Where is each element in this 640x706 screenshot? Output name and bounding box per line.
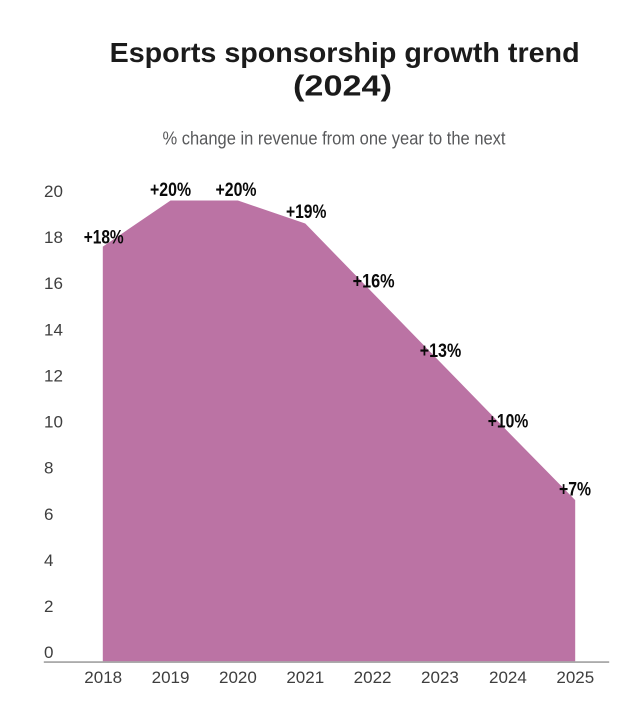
svg-text:2018: 2018 (84, 668, 122, 687)
svg-text:+7%: +7% (559, 479, 591, 500)
svg-text:14: 14 (44, 320, 63, 339)
svg-text:8: 8 (44, 459, 53, 478)
svg-text:2024: 2024 (489, 668, 527, 687)
svg-text:+20%: +20% (150, 180, 191, 201)
svg-text:0: 0 (44, 643, 53, 662)
svg-text:16: 16 (44, 274, 63, 293)
svg-text:2019: 2019 (152, 668, 190, 687)
svg-text:+10%: +10% (488, 412, 529, 433)
svg-text:Esports sponsorship growth tre: Esports sponsorship growth trend (110, 37, 580, 68)
svg-text:+19%: +19% (286, 202, 327, 223)
svg-text:2: 2 (44, 597, 53, 616)
svg-text:20: 20 (44, 182, 63, 201)
svg-text:2021: 2021 (286, 668, 324, 687)
svg-text:2025: 2025 (556, 668, 594, 687)
svg-text:(2024): (2024) (293, 71, 392, 103)
svg-text:4: 4 (44, 551, 53, 570)
svg-text:+18%: +18% (84, 227, 124, 248)
svg-text:2022: 2022 (354, 668, 392, 687)
svg-text:6: 6 (44, 505, 53, 524)
svg-text:+16%: +16% (353, 271, 395, 292)
svg-text:10: 10 (44, 413, 63, 432)
svg-text:% change in revenue from one y: % change in revenue from one year to the… (163, 129, 506, 149)
svg-text:12: 12 (44, 367, 63, 386)
svg-text:2023: 2023 (421, 668, 459, 687)
svg-text:2020: 2020 (219, 668, 257, 687)
svg-text:18: 18 (44, 228, 63, 247)
svg-text:+13%: +13% (420, 341, 462, 362)
svg-text:+20%: +20% (216, 180, 257, 201)
